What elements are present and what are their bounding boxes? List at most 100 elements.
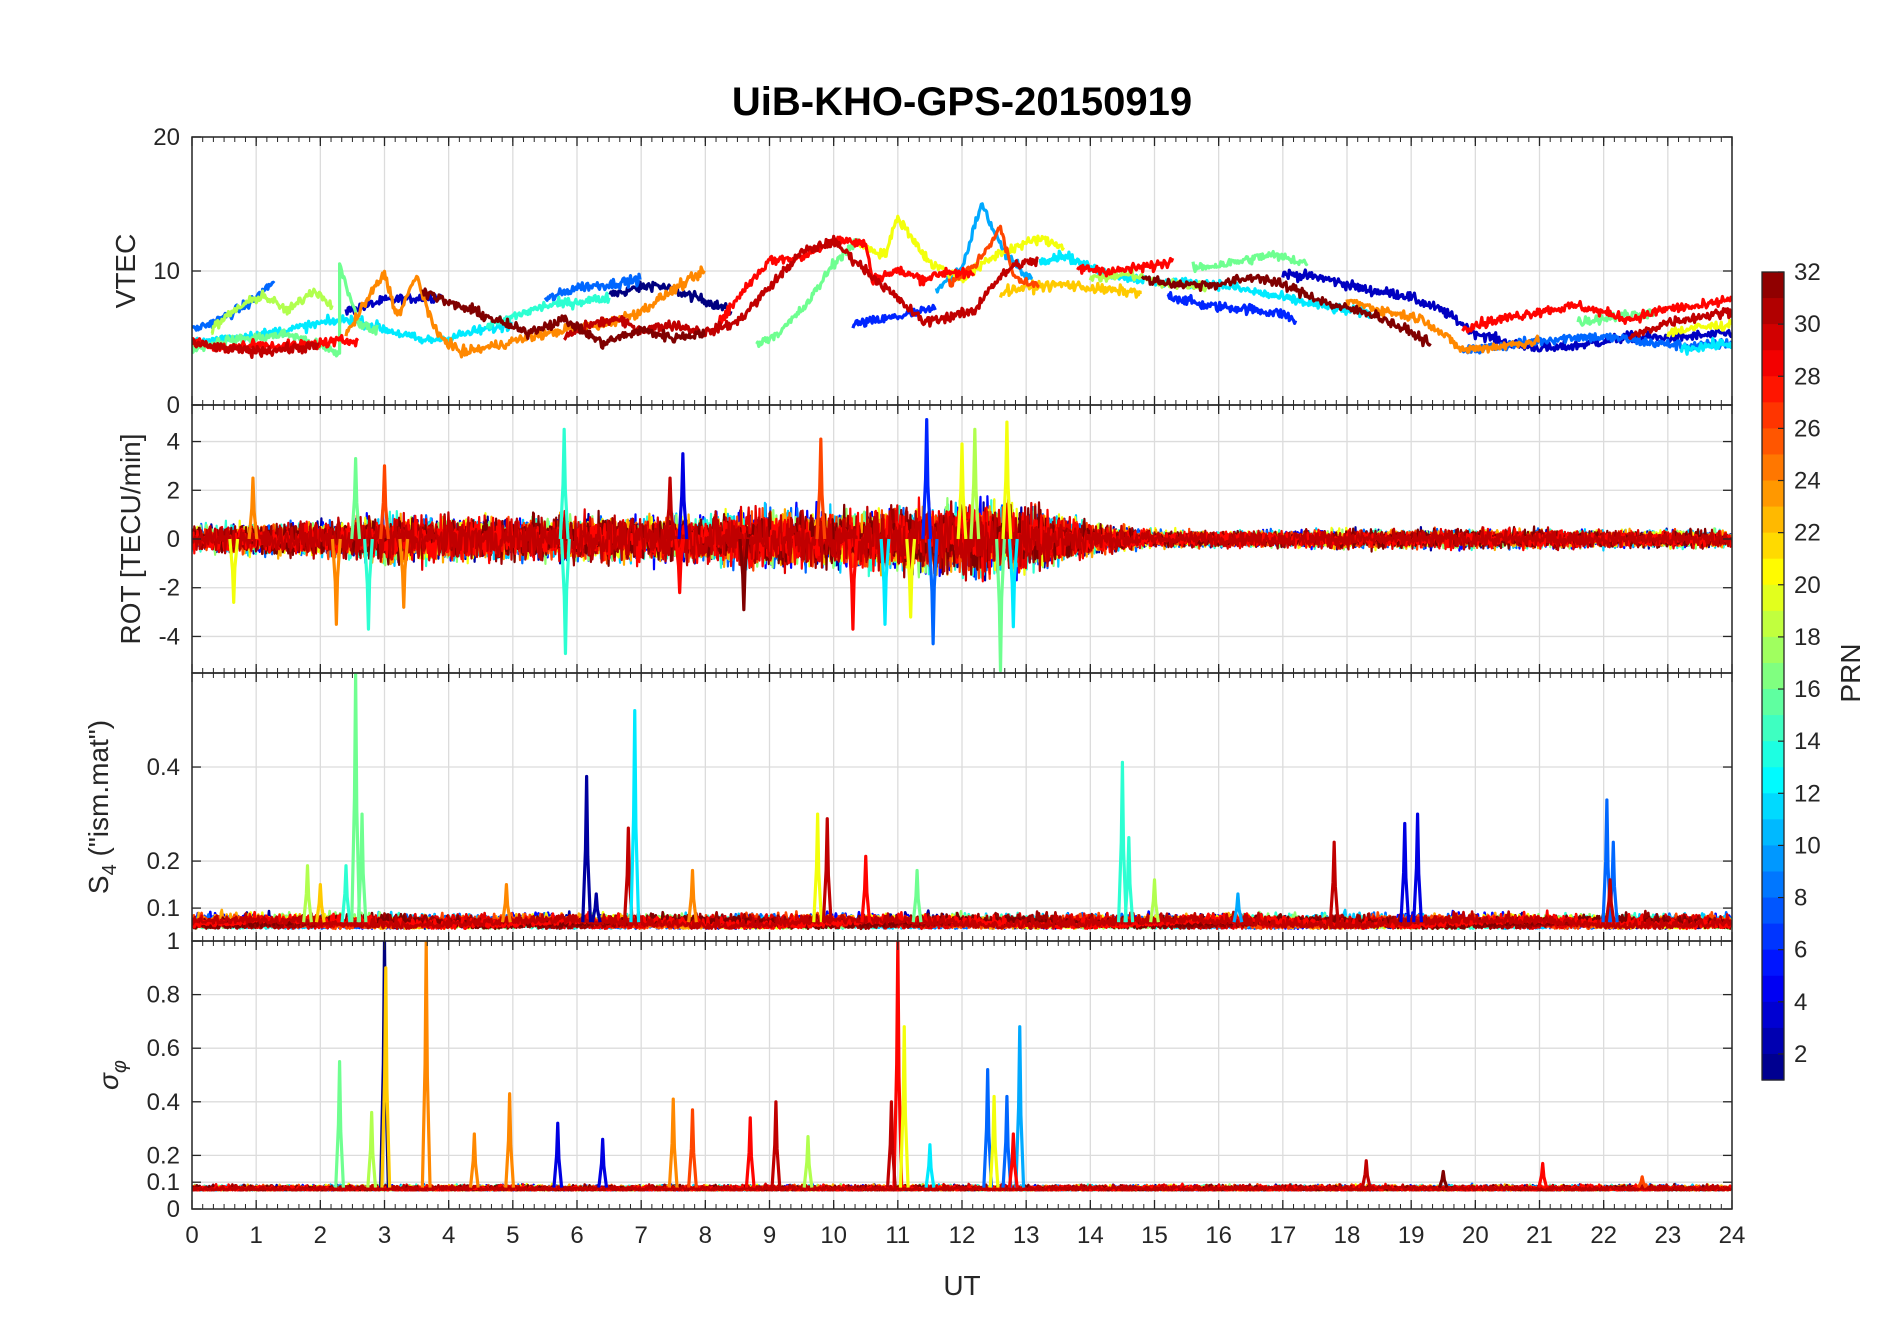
sigma_phi-spike-prn-8 [982, 1068, 994, 1188]
s4-spike-prn-2 [590, 892, 602, 923]
rot-spike-prn-12 [1007, 538, 1019, 629]
x-tick-label: 0 [185, 1222, 198, 1249]
s4-spike-prn-2 [581, 774, 593, 923]
colorbar-segment [1762, 610, 1784, 638]
vtec-line-prn-18 [210, 287, 334, 336]
colorbar-segment [1762, 324, 1784, 351]
y-tick-label: 0.1 [147, 1169, 180, 1196]
sigma-y-axis-label: σφ [93, 1060, 131, 1090]
sigma_phi-spike-prn-24 [468, 1132, 480, 1188]
colorbar-segment [1762, 532, 1784, 560]
x-tick-label: 12 [949, 1222, 976, 1249]
y-tick-label: 10 [153, 258, 180, 285]
rot-spike-prn-20 [905, 538, 917, 619]
x-tick-label: 8 [699, 1222, 712, 1249]
sigma_phi-trace-prn-30 [192, 1183, 1732, 1192]
vtec-line-prn-12 [1679, 336, 1732, 356]
s4-spike-prn-16 [356, 812, 368, 923]
colorbar-tick-label: 16 [1794, 676, 1821, 703]
colorbar-tick-label: 2 [1794, 1041, 1807, 1068]
sigma-label-base: σ [93, 1072, 124, 1090]
data-rot [192, 418, 1732, 673]
sigma_phi-spike-prn-30 [770, 1100, 782, 1188]
sigma-label-sub: φ [109, 1060, 131, 1073]
rot-spike-prn-24 [398, 538, 410, 609]
colorbar-segment [1762, 454, 1784, 482]
s4-spike-prn-30 [1328, 840, 1340, 923]
vtec-line-prn-32 [1140, 273, 1432, 348]
rot-spike-prn-14 [560, 538, 571, 656]
rot-spike-prn-30 [664, 476, 676, 540]
colorbar-tick-label: 12 [1794, 780, 1821, 807]
sigma_phi-spike-prn-10 [1014, 1025, 1026, 1188]
vtec-line-prn-30 [1627, 307, 1732, 340]
sigma_phi-spike-prn-28 [1007, 1132, 1019, 1188]
colorbar-segment [1762, 584, 1784, 612]
sigma_phi-spike-prn-32 [1437, 1169, 1449, 1189]
rot-spike-prn-8 [927, 538, 939, 646]
y-tick-label: 4 [167, 429, 180, 456]
s4-spike-prn-16 [911, 868, 923, 923]
panel-sigma_phi: 00.10.20.40.60.810 1 2 3 4 5 6 7 8 9 10 11 12 13 14 15 1… [147, 928, 1746, 1249]
colorbar-segment [1762, 376, 1784, 403]
x-axis-label: UT [943, 1270, 980, 1301]
vtec-line-prn-28 [1076, 256, 1175, 278]
s4-label-rest: ("ism.mat") [83, 720, 114, 864]
colorbar-segment [1762, 558, 1784, 586]
colorbar-segment [1762, 871, 1784, 899]
vtec-line-prn-22 [998, 279, 1143, 299]
sigma_phi-spike-prn-8 [1001, 1094, 1013, 1188]
colorbar-frame [1761, 271, 1785, 1081]
x-tick-label: 1 [249, 1222, 262, 1249]
colorbar-segment [1762, 819, 1784, 847]
sigma_phi-spike-prn-4 [597, 1137, 609, 1188]
y-tick-label: 0.8 [147, 982, 180, 1009]
rot-spike-prn-28 [847, 538, 859, 631]
s4-spike-prn-4 [1412, 812, 1424, 923]
s4-spike-prn-10 [1232, 892, 1244, 923]
s4-label-sub: 4 [99, 864, 121, 875]
y-tick-label: -4 [159, 623, 180, 650]
rot-spike-prn-14 [363, 538, 374, 631]
s4-spike-prn-12 [629, 709, 641, 923]
panel-vtec: 0 10 20 [153, 124, 1733, 419]
sigma_phi-spike-prn-22 [380, 966, 392, 1188]
y-tick-label: 0.4 [147, 754, 180, 781]
sigma_phi-spike-prn-26 [687, 1108, 698, 1188]
sigma_phi-spike-prn-24 [420, 941, 432, 1188]
colorbar-segment [1762, 767, 1784, 794]
x-tick-label: 16 [1205, 1222, 1232, 1249]
colorbar-segment [1762, 636, 1784, 664]
colorbar-tick-label: 10 [1794, 832, 1821, 859]
s4-spike-prn-14 [340, 864, 352, 923]
x-tick-label: 7 [634, 1222, 647, 1249]
vtec-line-prn-6 [1166, 291, 1298, 325]
colorbar-tick-label: 6 [1794, 937, 1807, 964]
sigma_phi-spike-prn-18 [802, 1135, 814, 1188]
colorbar-tick-label: 28 [1794, 363, 1821, 390]
rot-spike-prn-24 [247, 476, 259, 540]
colorbar-segment [1762, 689, 1784, 716]
x-tick-label: 13 [1013, 1222, 1040, 1249]
rot-spike-prn-4 [677, 452, 689, 540]
sigma_phi-spike-prn-20 [898, 1025, 910, 1188]
colorbar-segment [1762, 897, 1784, 925]
s4-spike-prn-18 [1149, 878, 1160, 923]
sigma_phi-spike-prn-30 [1360, 1159, 1372, 1188]
chart-title: UiB-KHO-GPS-20150919 [732, 80, 1192, 124]
rot-spike-prn-26 [815, 437, 827, 540]
x-tick-label: 10 [820, 1222, 847, 1249]
y-tick-label: 0.4 [147, 1089, 180, 1116]
colorbar-segment [1762, 402, 1784, 429]
x-tick-label: 24 [1719, 1222, 1746, 1249]
s4-spike-prn-20 [812, 812, 824, 923]
colorbar-segment [1762, 949, 1784, 977]
data-s4 [192, 673, 1732, 931]
colorbar-segment [1762, 975, 1784, 1003]
sigma_phi-spike-prn-28 [744, 1116, 756, 1188]
vtec-y-axis-label: VTEC [110, 234, 141, 309]
y-tick-label: 0 [167, 1196, 180, 1223]
sigma_phi-spike-prn-18 [366, 1110, 378, 1188]
